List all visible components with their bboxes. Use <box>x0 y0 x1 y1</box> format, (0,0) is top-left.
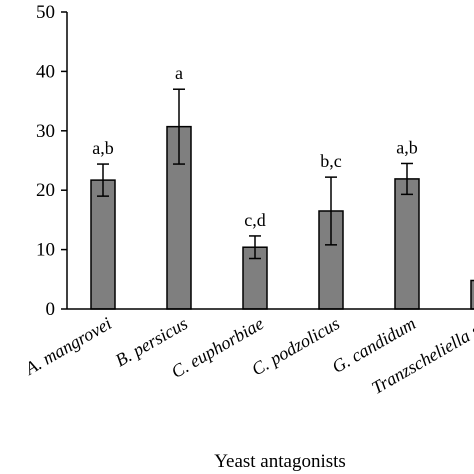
category-label: A. mangrovei <box>21 313 115 379</box>
y-tick-label: 0 <box>46 299 56 320</box>
x-axis-title: Yeast antagonists <box>214 451 346 472</box>
error-bars-layer <box>97 88 413 260</box>
significance-label: b,c <box>320 151 342 171</box>
bar <box>470 279 474 310</box>
significance-label: a,b <box>396 137 418 157</box>
bar <box>90 179 116 310</box>
category-label: Tranzscheliella sp. <box>368 313 474 398</box>
y-tick-label: 20 <box>36 180 55 201</box>
data-labels-layer: a,bac,db,ca,bd <box>92 63 418 230</box>
bar <box>318 210 344 310</box>
significance-label: a,b <box>92 138 114 158</box>
y-tick-label: 50 <box>36 2 55 23</box>
y-tick-label: 40 <box>36 61 55 82</box>
bar <box>394 178 420 310</box>
y-ticks-layer: 0 10 20 30 40 50 <box>36 2 67 320</box>
significance-label: c,d <box>244 210 266 230</box>
significance-label: a <box>175 63 183 83</box>
y-tick-label: 30 <box>36 121 55 142</box>
y-tick-label: 10 <box>36 240 55 261</box>
